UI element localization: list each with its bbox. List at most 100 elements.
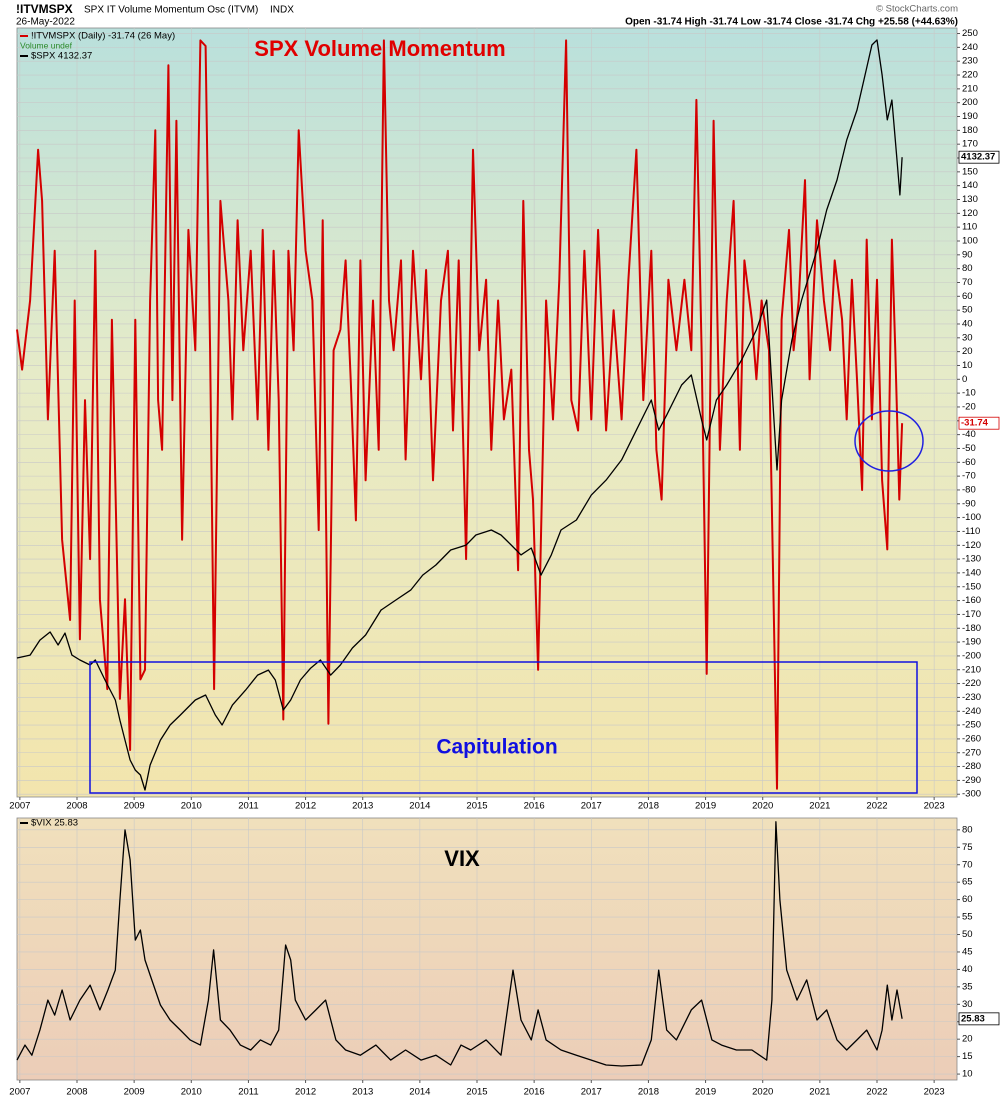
- x-tick-label: 2010: [181, 801, 202, 812]
- y-tick-label: -280: [962, 761, 981, 772]
- y-tick-label: 140: [962, 180, 978, 191]
- x-tick-label: 2007: [9, 801, 30, 812]
- y-tick-label: 80: [962, 824, 973, 835]
- x-tick-label: 2020: [752, 1087, 773, 1098]
- y-tick-label: -70: [962, 471, 976, 482]
- x-tick-label: 2015: [466, 1087, 487, 1098]
- annotation: SPX Volume Momentum: [254, 36, 505, 61]
- y-tick-label: 110: [962, 222, 977, 233]
- x-tick-label: 2018: [638, 1087, 659, 1098]
- x-tick-label: 2021: [809, 1087, 830, 1098]
- legend-note: Volume undef: [20, 40, 73, 50]
- y-tick-label: -170: [962, 609, 981, 620]
- y-tick-label: 50: [962, 929, 973, 940]
- y-tick-label: 170: [962, 139, 978, 150]
- value-tag: -31.74: [961, 418, 989, 429]
- y-tick-label: 230: [962, 56, 978, 67]
- y-tick-label: 55: [962, 912, 973, 923]
- indicator-name: SPX IT Volume Momentum Osc (ITVM): [84, 5, 258, 16]
- annotation: Capitulation: [436, 736, 557, 759]
- y-tick-label: 220: [962, 70, 978, 81]
- x-tick-label: 2022: [866, 1087, 887, 1098]
- y-tick-label: 90: [962, 249, 973, 260]
- y-tick-label: -260: [962, 733, 981, 744]
- symbol: !ITVMSPX: [16, 2, 73, 16]
- x-tick-label: 2021: [809, 801, 830, 812]
- x-tick-label: 2018: [638, 801, 659, 812]
- annotation: VIX: [444, 846, 480, 871]
- y-tick-label: -100: [962, 512, 981, 523]
- x-tick-label: 2009: [124, 801, 145, 812]
- y-tick-label: 45: [962, 946, 973, 957]
- y-tick-label: -240: [962, 706, 981, 717]
- x-tick-label: 2016: [524, 1087, 545, 1098]
- y-tick-label: -80: [962, 484, 976, 495]
- bottom-panel: [16, 817, 958, 1081]
- x-tick-label: 2016: [524, 801, 545, 812]
- y-tick-label: 80: [962, 263, 973, 274]
- x-tick-label: 2008: [66, 1087, 87, 1098]
- y-tick-label: 180: [962, 125, 978, 136]
- y-tick-label: 40: [962, 318, 973, 329]
- x-tick-label: 2012: [295, 1087, 316, 1098]
- y-tick-label: -160: [962, 595, 981, 606]
- x-tick-label: 2012: [295, 801, 316, 812]
- y-tick-label: 120: [962, 208, 978, 219]
- x-tick-label: 2013: [352, 1087, 373, 1098]
- y-tick-label: 190: [962, 111, 978, 122]
- date: 26-May-2022: [16, 17, 75, 28]
- series-line: [16, 39, 904, 790]
- x-tick-label: 2017: [581, 801, 602, 812]
- y-tick-label: -290: [962, 775, 981, 786]
- y-tick-label: 10: [962, 360, 973, 371]
- x-tick-label: 2023: [924, 1087, 945, 1098]
- highlight-ellipse: [854, 410, 924, 472]
- series-line: [16, 39, 903, 791]
- y-tick-label: -250: [962, 720, 981, 731]
- y-tick-label: 75: [962, 842, 973, 853]
- y-tick-label: -270: [962, 747, 981, 758]
- y-tick-label: 40: [962, 964, 973, 975]
- legend-label: !ITVMSPX (Daily) -31.74 (26 May): [31, 31, 175, 42]
- y-tick-label: -110: [962, 526, 980, 537]
- y-tick-label: 60: [962, 291, 973, 302]
- y-tick-label: 70: [962, 859, 973, 870]
- y-tick-label: 30: [962, 332, 973, 343]
- quote: Open -31.74 High -31.74 Low -31.74 Close…: [625, 17, 958, 28]
- y-tick-label: -180: [962, 623, 981, 634]
- mark-layer: [16, 39, 904, 1067]
- y-tick-label: 65: [962, 877, 973, 888]
- y-tick-label: -200: [962, 650, 981, 661]
- x-tick-label: 2014: [409, 801, 430, 812]
- x-tick-label: 2017: [581, 1087, 602, 1098]
- exchange: INDX: [270, 5, 294, 16]
- x-tick-label: 2022: [866, 801, 887, 812]
- value-tag-box: [958, 416, 1000, 430]
- x-tick-label: 2015: [466, 801, 487, 812]
- y-tick-label: 30: [962, 999, 973, 1010]
- x-tick-label: 2010: [181, 1087, 202, 1098]
- legend-label: $VIX 25.83: [31, 818, 78, 829]
- y-tick-label: -230: [962, 692, 981, 703]
- value-tag-box: [958, 150, 1000, 164]
- x-tick-label: 2007: [9, 1087, 30, 1098]
- y-tick-label: 35: [962, 981, 973, 992]
- value-tag-box: [958, 1012, 1000, 1026]
- y-tick-label: -20: [962, 401, 976, 412]
- copyright: © StockCharts.com: [876, 4, 958, 15]
- y-tick-label: -190: [962, 637, 981, 648]
- x-tick-label: 2013: [352, 801, 373, 812]
- y-tick-label: -140: [962, 567, 981, 578]
- x-tick-label: 2009: [124, 1087, 145, 1098]
- top-panel: [16, 27, 958, 798]
- x-tick-label: 2023: [924, 801, 945, 812]
- y-tick-label: 60: [962, 894, 973, 905]
- y-tick-label: -210: [962, 664, 981, 675]
- y-tick-label: 250: [962, 28, 978, 39]
- y-tick-label: -120: [962, 540, 981, 551]
- series-line: [16, 821, 903, 1067]
- y-tick-label: 200: [962, 97, 978, 108]
- y-tick-label: 20: [962, 1034, 973, 1045]
- y-tick-label: -90: [962, 498, 976, 509]
- x-tick-label: 2019: [695, 1087, 716, 1098]
